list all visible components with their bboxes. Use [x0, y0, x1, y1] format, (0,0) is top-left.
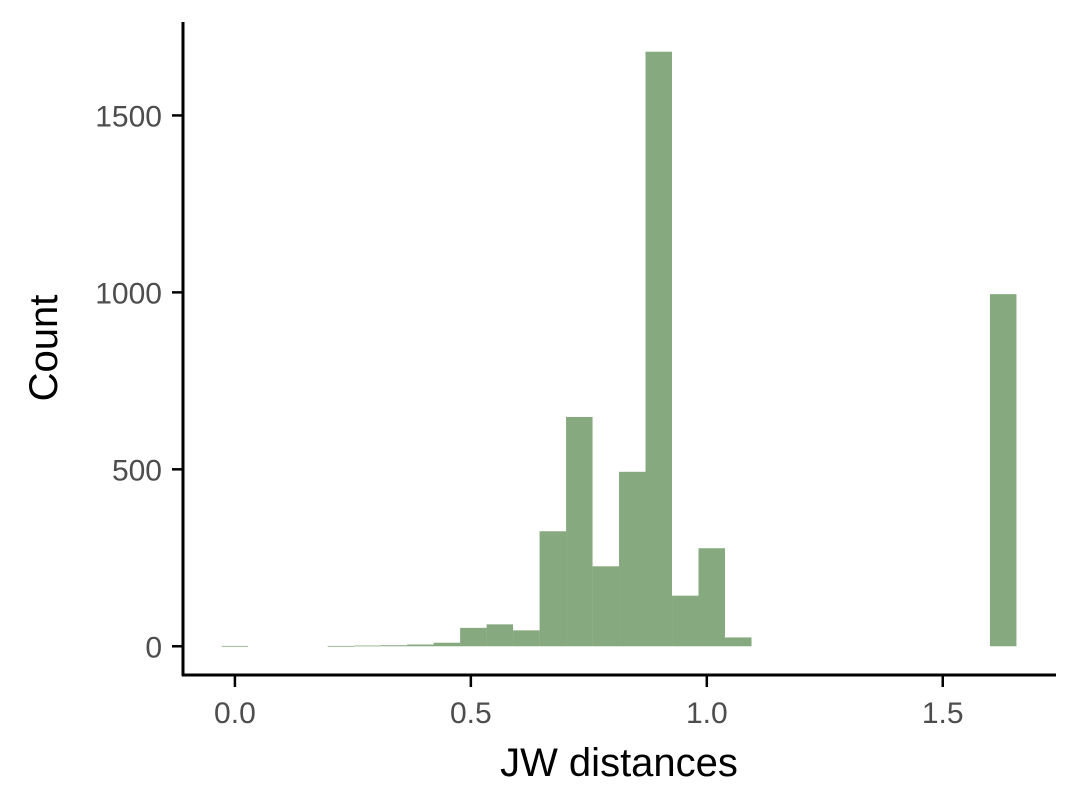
histogram-bar [645, 51, 673, 647]
histogram-bar [380, 645, 408, 647]
y-axis-title: Count [22, 295, 66, 402]
histogram-bar [592, 566, 620, 647]
histogram-bar [698, 548, 725, 647]
histogram-bar [221, 645, 249, 647]
histogram-bar [989, 294, 1017, 647]
histogram-bar [327, 645, 355, 647]
x-axis-title: JW distances [500, 741, 738, 785]
histogram-bar [566, 416, 593, 647]
histogram-bar [619, 471, 646, 647]
histogram-bar [513, 630, 540, 647]
y-tick-label: 1500 [95, 100, 162, 133]
y-tick-label: 1000 [95, 277, 162, 310]
histogram-bar [672, 595, 699, 647]
histogram-bar [486, 624, 514, 647]
x-tick-label: 0.5 [450, 697, 492, 730]
histogram-bar [725, 637, 752, 647]
histogram-bar [460, 627, 487, 647]
histogram-bar [433, 642, 461, 647]
histogram-bar [407, 644, 434, 647]
histogram-bar [539, 531, 567, 647]
y-tick-label: 0 [145, 631, 162, 664]
x-tick-label: 1.5 [922, 697, 964, 730]
x-axis-ticks: 0.0 0.5 1.0 1.5 [214, 676, 964, 730]
y-axis-ticks: 0 500 1000 1500 [95, 100, 183, 664]
histogram-bars [221, 51, 1017, 647]
x-tick-label: 0.0 [214, 697, 256, 730]
x-tick-label: 1.0 [686, 697, 728, 730]
y-tick-label: 500 [112, 454, 162, 487]
histogram-bar [354, 645, 381, 647]
